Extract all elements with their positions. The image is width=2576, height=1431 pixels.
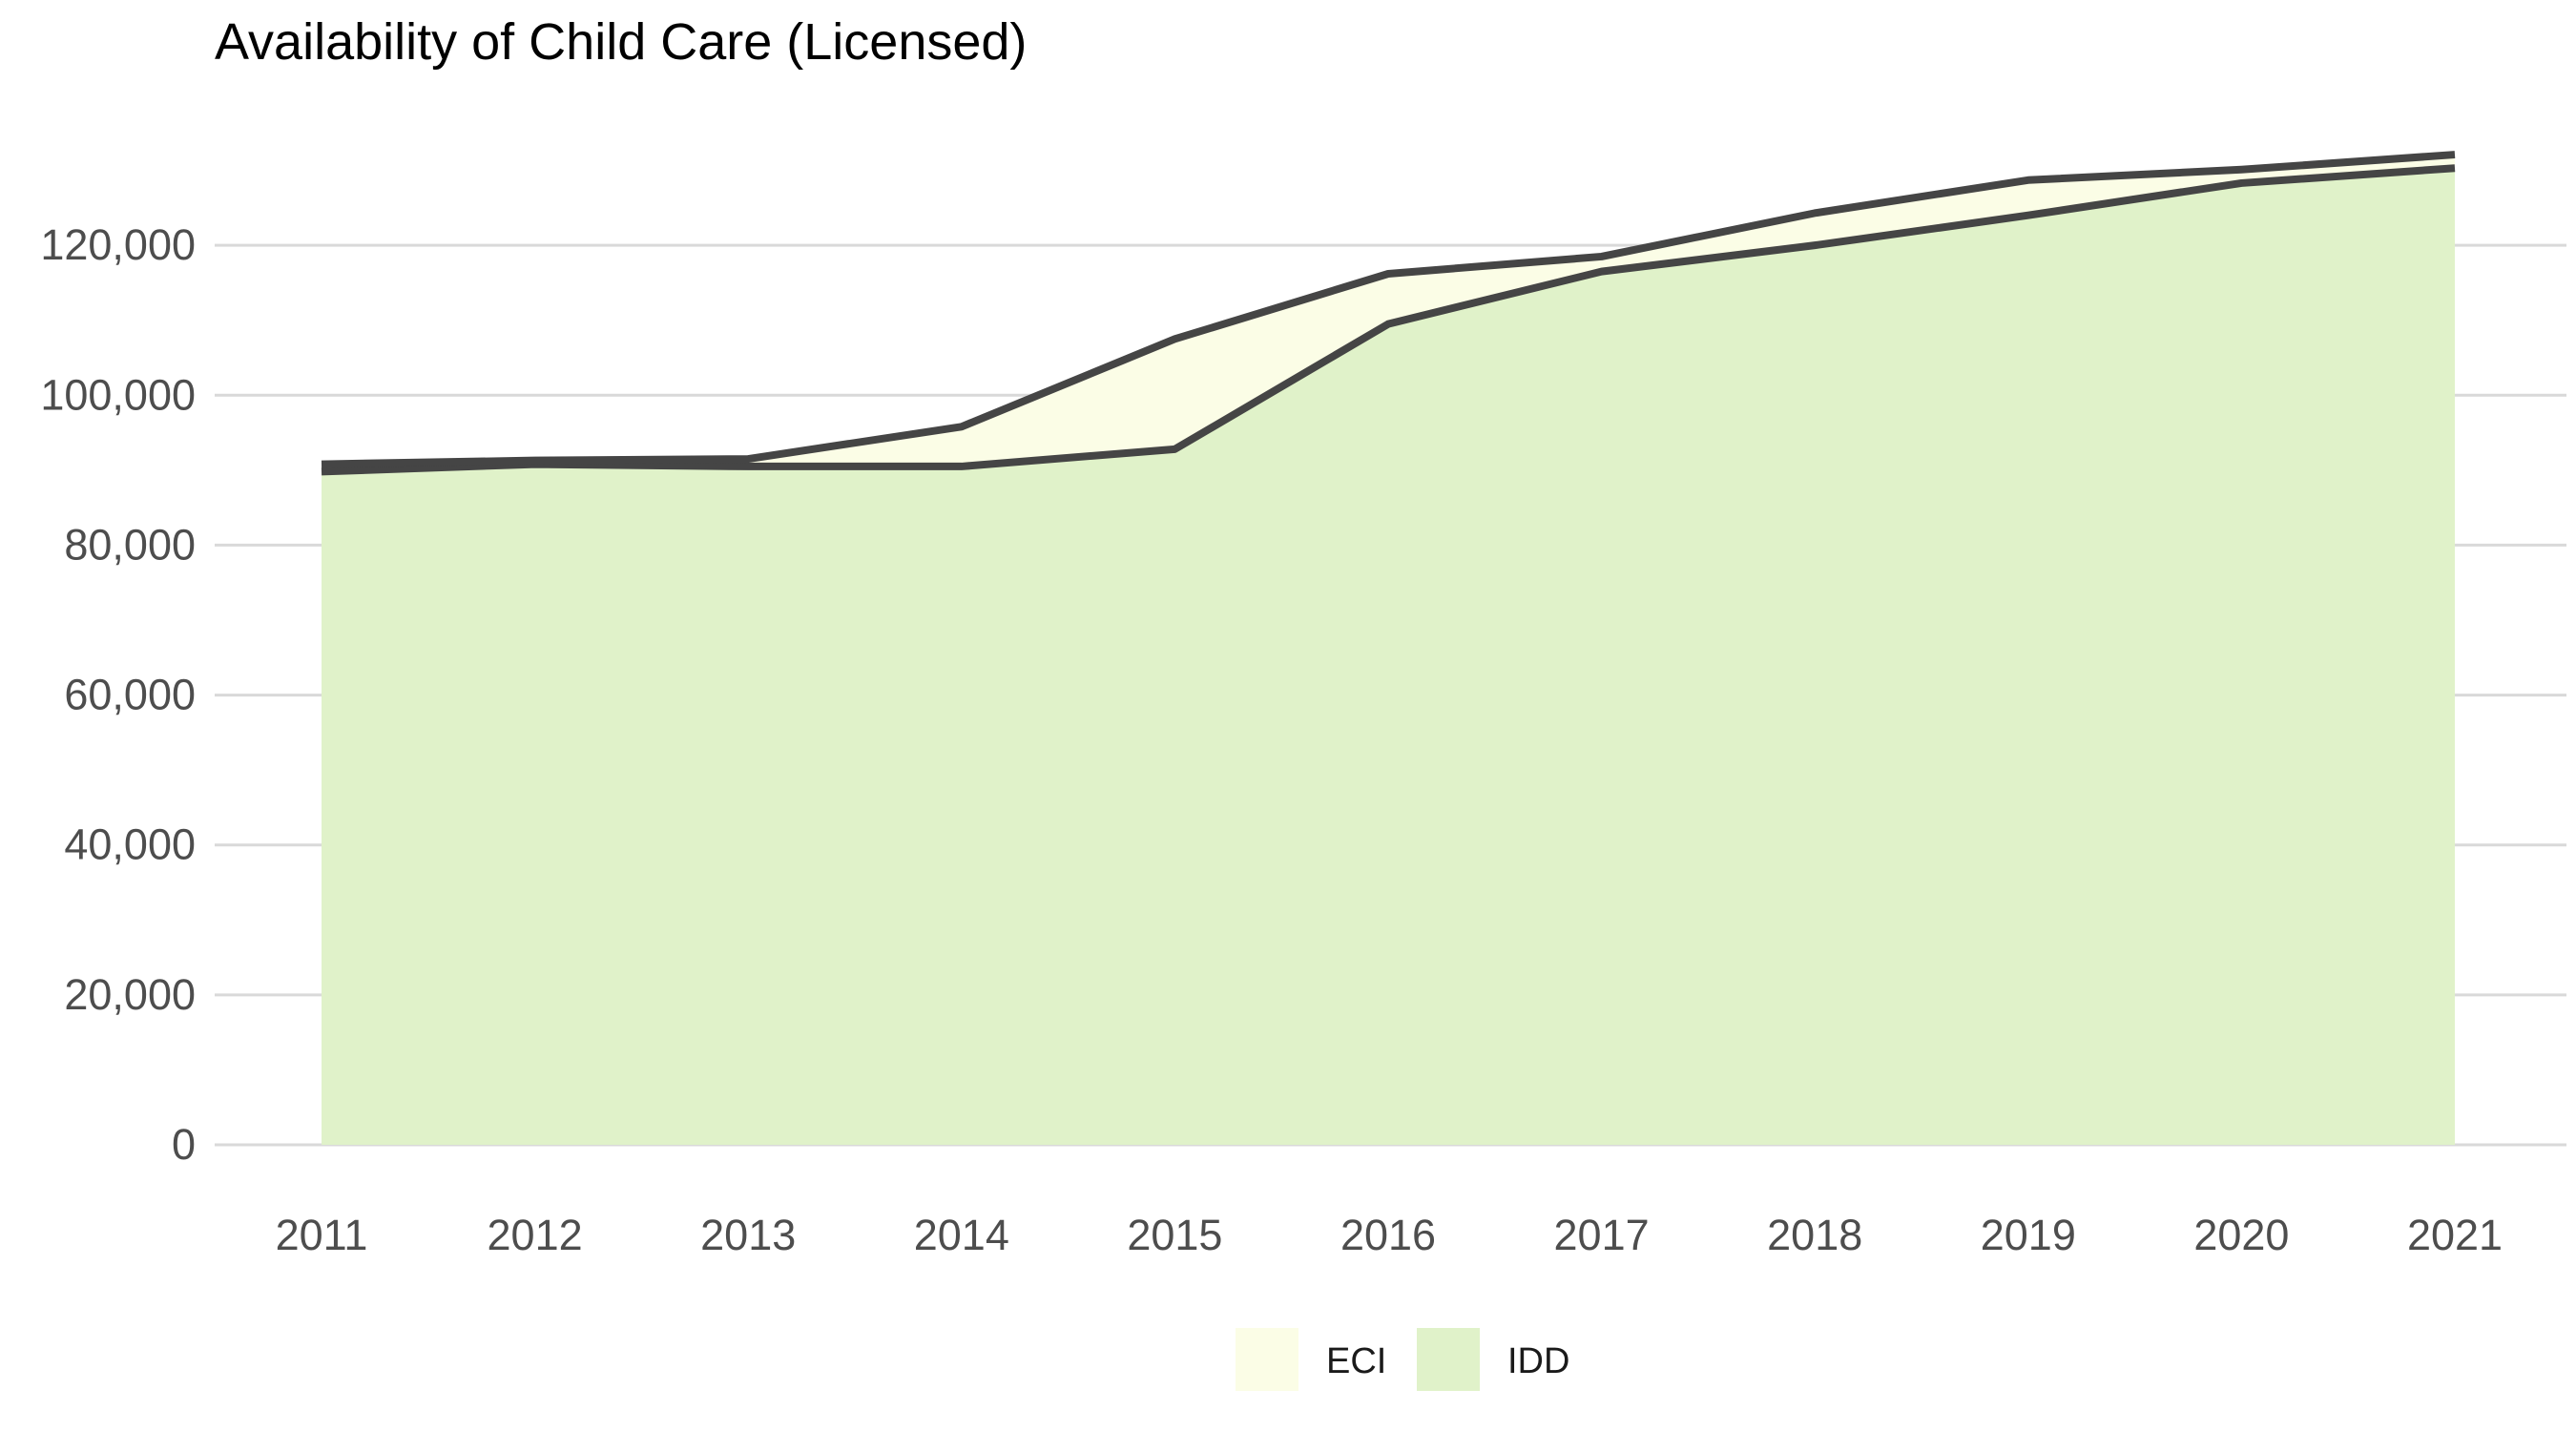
legend-key <box>1417 1328 1480 1391</box>
legend-label: ECI <box>1326 1341 1386 1381</box>
x-tick-label: 2011 <box>276 1211 368 1259</box>
x-tick-label: 2014 <box>914 1211 1009 1259</box>
legend-item-eci: ECI <box>1236 1328 1386 1391</box>
x-tick-label: 2016 <box>1340 1211 1436 1259</box>
line-idd <box>321 164 2456 476</box>
area-idd <box>322 168 2455 1145</box>
x-tick-label: 2018 <box>1767 1211 1862 1259</box>
legend-key <box>1236 1328 1298 1391</box>
series-lines <box>321 151 2456 476</box>
x-tick-label: 2015 <box>1127 1211 1222 1259</box>
x-tick-label: 2019 <box>1981 1211 2076 1259</box>
x-tick-label: 2017 <box>1554 1211 1650 1259</box>
legend-item-idd: IDD <box>1417 1328 1569 1391</box>
area-eci <box>322 155 2455 472</box>
y-tick-label: 120,000 <box>40 220 196 269</box>
y-tick-label: 80,000 <box>64 520 196 569</box>
x-tick-label: 2021 <box>2407 1211 2503 1259</box>
x-tick-label: 2013 <box>700 1211 796 1259</box>
y-tick-label: 60,000 <box>64 671 196 719</box>
x-tick-label: 2012 <box>488 1211 583 1259</box>
chart-title: Availability of Child Care (Licensed) <box>215 13 1027 71</box>
legend: ECI IDD <box>1236 1328 1569 1391</box>
x-tick-label: 2020 <box>2193 1211 2289 1259</box>
y-tick-label: 20,000 <box>64 970 196 1019</box>
legend-label: IDD <box>1507 1341 1569 1381</box>
y-tick-label: 0 <box>172 1120 196 1169</box>
x-axis: 2011 2012 2013 2014 2015 2016 2017 2018 2019 2020… <box>276 1211 2503 1259</box>
y-tick-label: 100,000 <box>40 370 196 419</box>
area-series <box>322 155 2455 1145</box>
y-axis: 0 20,000 40,000 60,000 80,000 100,000 120,000 <box>40 220 196 1169</box>
line-eci <box>321 151 2456 468</box>
y-tick-label: 40,000 <box>64 820 196 869</box>
